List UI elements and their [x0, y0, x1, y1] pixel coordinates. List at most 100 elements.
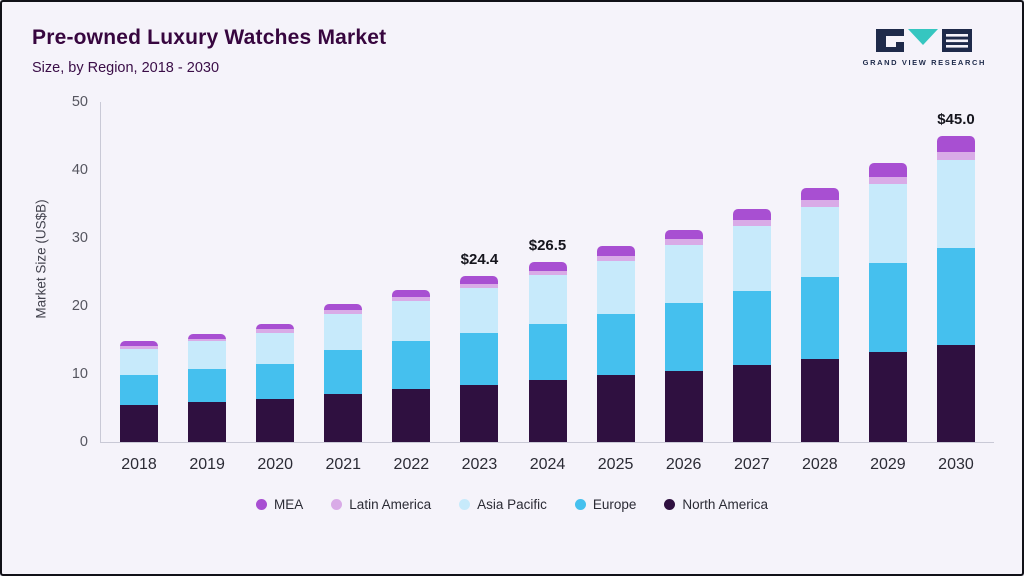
bar-segment-europe: [120, 374, 159, 405]
logo-text: GRAND VIEW RESEARCH: [862, 58, 986, 67]
bar-column-2021: 2021: [309, 102, 377, 473]
x-axis-label-2023: 2023: [461, 456, 498, 473]
bar-segment-mea: [936, 136, 975, 152]
bar-column-2028: 2028: [786, 102, 854, 473]
bar-segment-mea: [664, 229, 703, 240]
bar-segment-latin-america: [120, 346, 159, 349]
bar-segment-europe: [732, 291, 771, 366]
legend-swatch-latin-america: [331, 499, 343, 510]
bar-stack-2026: [664, 229, 703, 442]
header-text: Pre-owned Luxury Watches Market Size, by…: [32, 26, 386, 76]
bar-column-2020: 2020: [241, 102, 309, 473]
bar-segment-mea: [324, 304, 363, 311]
bar-segment-asia-pacific: [732, 226, 771, 292]
y-tick-50: 50: [71, 94, 88, 110]
legend-item-europe: Europe: [574, 497, 637, 512]
x-axis-label-2028: 2028: [802, 456, 838, 473]
legend-item-north-america: North America: [664, 497, 768, 512]
bar-segment-europe: [392, 341, 431, 389]
chart-title: Pre-owned Luxury Watches Market: [32, 26, 387, 49]
bar-segment-latin-america: [936, 151, 975, 160]
bar-segment-north-america: [392, 388, 431, 442]
bar-column-2022: 2022: [377, 102, 445, 473]
bar-segment-north-america: [120, 404, 159, 442]
bar-stack-2019: [188, 333, 227, 442]
bar-stack-2030: [936, 136, 975, 442]
y-axis-ticks: 0 10 20 30 40 50: [54, 94, 100, 450]
bar-column-2018: 2018: [105, 102, 173, 473]
legend-swatch-europe: [574, 499, 586, 510]
bar-stack-2027: [732, 209, 771, 442]
bar-segment-europe: [936, 247, 975, 345]
x-axis-label-2024: 2024: [529, 456, 566, 473]
bar-segment-mea: [256, 323, 295, 330]
bar-column-2027: 2027: [718, 102, 786, 473]
legend-swatch-mea: [256, 499, 268, 510]
bar-segment-asia-pacific: [596, 261, 635, 315]
legend-item-asia-pacific: Asia Pacific: [459, 497, 547, 512]
bar-segment-mea: [392, 290, 431, 298]
bar-value-label-2024: $26.5: [528, 236, 567, 254]
legend-label: MEA: [274, 497, 304, 512]
legend-label: Latin America: [349, 497, 432, 512]
bar-segment-north-america: [800, 359, 839, 442]
bar-stack-2020: [256, 323, 295, 442]
chart-area: Market Size (US$B) 0 10 20 30 40 50 2018 2019 2…: [28, 94, 994, 473]
bar-segment-mea: [868, 162, 907, 177]
bar-segment-latin-america: [392, 297, 431, 301]
grand-view-research-logo: GRAND VIEW RESEARCH: [863, 28, 986, 67]
bar-segment-latin-america: [732, 220, 771, 227]
bar-column-2023: $24.4 2023: [445, 102, 513, 473]
bar-column-2019: 2019: [173, 102, 241, 473]
bar-stack-2021: [324, 304, 363, 442]
bar-stack-2028: [800, 188, 839, 442]
legend-swatch-north-america: [664, 499, 676, 510]
bar-segment-north-america: [732, 365, 771, 442]
y-tick-0: 0: [79, 434, 88, 450]
bar-segment-europe: [664, 303, 703, 371]
legend: MEA Latin America Asia Pacific Europe North …: [2, 497, 1022, 512]
bar-column-2030: $45.0 2030: [922, 102, 990, 473]
legend-swatch-asia-pacific: [459, 499, 471, 510]
bar-segment-asia-pacific: [528, 275, 567, 325]
bar-stack-2024: [528, 261, 567, 442]
y-tick-40: 40: [71, 162, 88, 178]
bar-segment-latin-america: [800, 199, 839, 207]
y-tick-20: 20: [71, 298, 88, 314]
bar-segment-north-america: [460, 384, 499, 442]
bar-segment-mea: [732, 209, 771, 221]
bar-column-2026: 2026: [650, 102, 718, 473]
bar-segment-mea: [188, 333, 227, 339]
bar-stack-2023: [460, 276, 499, 442]
bar-segment-asia-pacific: [120, 348, 159, 375]
bar-segment-europe: [800, 277, 839, 360]
bar-segment-latin-america: [324, 310, 363, 314]
x-axis-label-2020: 2020: [257, 456, 293, 473]
bar-segment-asia-pacific: [800, 206, 839, 278]
x-axis-label-2021: 2021: [325, 456, 362, 473]
plot-area: 2018 2019 2020 2021 2022 $24.4 2023 $26.5 2024 20…: [100, 102, 994, 473]
bar-segment-mea: [800, 188, 839, 200]
bar-segment-asia-pacific: [664, 244, 703, 304]
bar-column-2025: 2025: [582, 102, 650, 473]
bar-segment-mea: [528, 261, 567, 271]
bar-segment-north-america: [596, 375, 635, 442]
bar-segment-europe: [528, 324, 567, 381]
bar-segment-latin-america: [460, 284, 499, 289]
bar-segment-north-america: [324, 393, 363, 442]
legend-label: Europe: [592, 497, 637, 512]
y-axis-title-wrap: Market Size (US$B): [28, 102, 54, 443]
bar-stack-2025: [596, 246, 635, 442]
x-axis-label-2026: 2026: [665, 456, 702, 473]
bar-segment-latin-america: [596, 255, 635, 262]
bar-segment-latin-america: [664, 239, 703, 245]
bar-column-2029: 2029: [854, 102, 922, 473]
bar-segment-europe: [256, 363, 295, 400]
x-axis-label-2029: 2029: [870, 456, 906, 473]
bar-segment-north-america: [256, 399, 295, 442]
x-axis-label-2027: 2027: [733, 456, 770, 473]
bar-segment-asia-pacific: [936, 159, 975, 248]
bar-segment-latin-america: [528, 270, 567, 276]
bar-segment-north-america: [528, 380, 567, 442]
